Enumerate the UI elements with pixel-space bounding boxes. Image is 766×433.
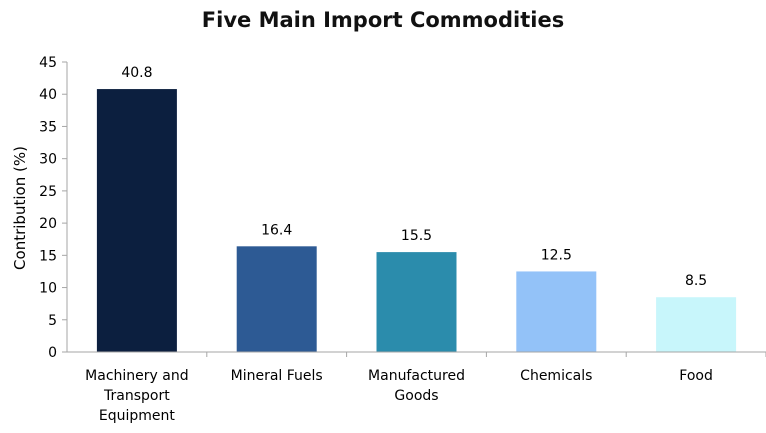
y-tick-label: 35	[39, 119, 57, 135]
x-category-label-line: Mineral Fuels	[231, 368, 323, 384]
bar	[96, 89, 177, 353]
x-category-label-line: Machinery and	[85, 368, 188, 384]
y-tick-label: 40	[39, 87, 57, 103]
y-tick-label: 15	[39, 248, 57, 264]
x-category-label: Machinery and Transport Equipment	[85, 368, 188, 424]
chart-title: Five Main Import Commodities	[201, 8, 565, 32]
x-category-label-line: Chemicals	[520, 368, 592, 384]
x-category-label-line: Transport	[103, 388, 170, 404]
bar	[516, 271, 597, 352]
data-label: 8.5	[685, 273, 707, 289]
x-category-label: Chemicals	[520, 368, 592, 384]
data-label: 15.5	[401, 228, 432, 244]
x-category-label-line: Food	[679, 368, 713, 384]
y-tick-label: 45	[39, 55, 57, 71]
x-category-label: Food	[679, 368, 713, 384]
bar	[376, 252, 457, 352]
y-tick-label: 30	[39, 152, 57, 168]
x-category-label-line: Goods	[394, 388, 438, 404]
bar	[656, 297, 737, 352]
data-label: 12.5	[541, 247, 572, 263]
data-label: 16.4	[261, 222, 292, 238]
y-tick-label: 20	[39, 216, 57, 232]
y-tick-label: 5	[48, 313, 57, 329]
y-axis: 0 5 10 15 20 25 30 35 40 45	[39, 55, 68, 361]
y-tick-label: 25	[39, 184, 57, 200]
x-category-label: Mineral Fuels	[231, 368, 323, 384]
bar	[236, 246, 317, 352]
bars: 40.8 16.4 15.5 12.5 8.5	[96, 65, 737, 353]
y-tick-label: 0	[48, 345, 57, 361]
y-axis-title: Contribution (%)	[11, 146, 29, 270]
x-category-label: Manufactured Goods	[368, 368, 465, 404]
y-tick-label: 10	[39, 281, 57, 297]
x-category-label-line: Equipment	[99, 408, 176, 424]
x-axis: Machinery and Transport Equipment Mineral F…	[67, 351, 766, 424]
x-category-label-line: Manufactured	[368, 368, 465, 384]
data-label: 40.8	[121, 65, 152, 81]
